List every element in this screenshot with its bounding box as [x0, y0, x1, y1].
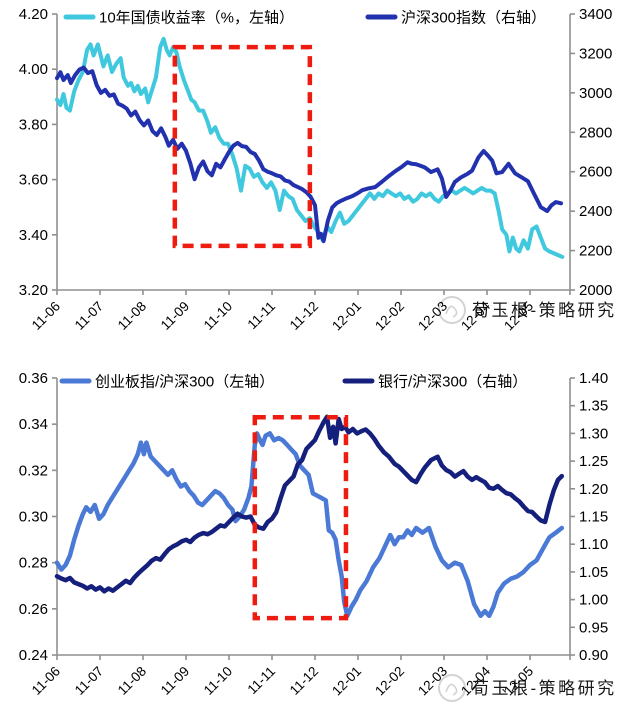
legend-label-0: 10年国债收益率（%，左轴）	[99, 10, 294, 27]
right-tick-label: 1.15	[579, 509, 608, 526]
x-tick-label: 11-07	[72, 299, 106, 333]
watermark-text: 荀玉根-策略研究	[472, 679, 617, 698]
right-tick-label: 0.95	[579, 619, 608, 636]
series-line-1	[54, 414, 565, 594]
x-tick-label: 11-10	[201, 664, 235, 698]
left-tick-label: 0.30	[19, 509, 48, 526]
right-tick-label: 3000	[579, 85, 612, 102]
x-tick-label: 11-11	[245, 299, 279, 333]
axes	[56, 14, 571, 291]
highlight-box	[172, 44, 313, 249]
legend-label-0: 创业板指/沪深300（左轴）	[95, 373, 274, 391]
right-tick-label: 1.30	[579, 425, 608, 442]
treasury-yield-vs-csi300-svg: 荀玉根-策略研究 4.20 4.00 3.80 3.60 3.40 3.20 3400 3200…	[19, 6, 617, 334]
x-tick-label: 11-08	[115, 664, 149, 698]
left-tick-label: 4.00	[19, 61, 48, 78]
x-tick-label: 12-03	[415, 299, 450, 334]
x-tick-label: 11-11	[245, 664, 279, 698]
x-tick-label: 11-06	[29, 299, 63, 333]
left-tick-label: 0.36	[19, 370, 48, 387]
legend: 10年国债收益率（%，左轴） 沪深300指数（右轴）	[63, 10, 546, 27]
x-tick-label: 11-12	[287, 299, 321, 333]
x-tick-label: 12-01	[329, 299, 364, 334]
right-axis: 1.40 1.35 1.30 1.25 1.20 1.15 1.10 1.05 1.00 0.95…	[570, 370, 608, 664]
left-axis: 4.20 4.00 3.80 3.60 3.40 3.20	[19, 6, 57, 299]
x-tick-label: 12-02	[372, 299, 407, 334]
x-tick-label: 11-06	[29, 664, 63, 698]
left-tick-label: 3.80	[19, 116, 48, 133]
left-tick-label: 4.20	[19, 6, 48, 23]
highlight-box	[252, 414, 349, 621]
x-tick-label: 11-10	[201, 299, 235, 333]
x-tick-label: 11-12	[287, 664, 321, 698]
watermark: 荀玉根-策略研究	[438, 674, 617, 702]
right-tick-label: 2400	[579, 203, 612, 220]
series-line-0	[55, 36, 565, 259]
legend-label-1: 沪深300指数（右轴）	[401, 10, 546, 27]
left-tick-label: 0.32	[19, 462, 48, 479]
right-tick-label: 1.25	[579, 453, 608, 470]
watermark-logo-icon	[445, 305, 458, 318]
right-tick-label: 1.10	[579, 536, 608, 553]
left-tick-label: 3.40	[19, 227, 48, 244]
right-tick-label: 1.20	[579, 481, 608, 498]
right-tick-label: 2600	[579, 164, 612, 181]
x-tick-label: 12-03	[415, 664, 450, 699]
x-tick-label: 11-09	[158, 664, 192, 698]
right-tick-label: 1.05	[579, 564, 608, 581]
right-tick-label: 2000	[579, 282, 612, 299]
x-tick-label: 11-09	[158, 299, 192, 333]
series-line-1	[55, 65, 563, 244]
left-tick-label: 0.28	[19, 555, 48, 572]
right-tick-label: 1.35	[579, 398, 608, 415]
right-tick-label: 3400	[579, 6, 612, 23]
x-tick-label: 12-01	[329, 664, 364, 699]
right-tick-label: 0.90	[579, 647, 608, 664]
right-tick-label: 2200	[579, 243, 612, 260]
x-tick-label: 12-02	[372, 664, 407, 699]
left-tick-label: 0.34	[19, 416, 48, 433]
right-axis: 3400 3200 3000 2800 2600 2400 2200 2000	[570, 6, 612, 299]
series-line-0	[54, 431, 565, 619]
x-tick-label: 11-08	[115, 299, 149, 333]
right-tick-label: 1.00	[579, 592, 608, 609]
left-tick-label: 3.20	[19, 282, 48, 299]
legend-label-1: 银行/沪深300（右轴）	[378, 374, 527, 391]
x-tick-label: 11-07	[72, 664, 106, 698]
left-tick-label: 0.26	[19, 601, 48, 618]
watermark-text: 荀玉根-策略研究	[472, 301, 617, 320]
left-tick-label: 0.24	[19, 647, 48, 664]
right-tick-label: 3200	[579, 45, 612, 62]
treasury-yield-vs-csi300-chart: 荀玉根-策略研究 4.20 4.00 3.80 3.60 3.40 3.20 3400 3200…	[0, 0, 632, 350]
left-axis: 0.36 0.34 0.32 0.30 0.28 0.26 0.24	[19, 370, 57, 664]
chinext-ratio-vs-bank-ratio-chart: 荀玉根-策略研究 0.36 0.34 0.32 0.30 0.28 0.26 0.24 1.40…	[0, 350, 632, 715]
watermark-logo-icon	[445, 683, 458, 696]
watermark: 荀玉根-策略研究	[438, 296, 617, 324]
legend: 创业板指/沪深300（左轴） 银行/沪深300（右轴）	[59, 373, 527, 391]
chinext-ratio-vs-bank-ratio-svg: 荀玉根-策略研究 0.36 0.34 0.32 0.30 0.28 0.26 0.24 1.40…	[19, 370, 617, 702]
axes	[56, 378, 571, 656]
right-tick-label: 1.40	[579, 370, 608, 387]
left-tick-label: 3.60	[19, 172, 48, 189]
right-tick-label: 2800	[579, 124, 612, 141]
x-axis: 11-06 11-07 11-08 11-09 11-10 11-11 11-12 12-01…	[29, 290, 571, 334]
